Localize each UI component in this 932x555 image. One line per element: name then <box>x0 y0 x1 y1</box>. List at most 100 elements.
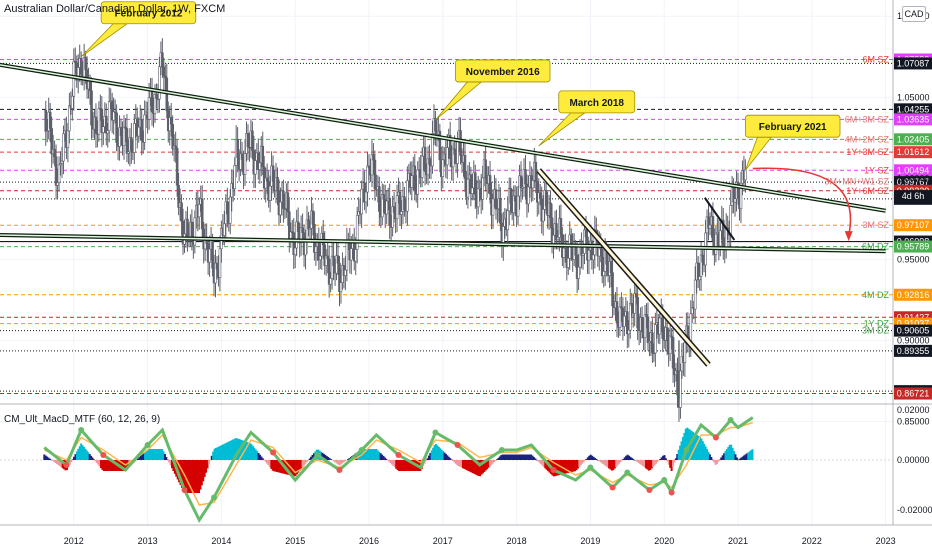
macd-hist-bar <box>487 460 490 468</box>
macd-hist-bar <box>77 448 80 460</box>
macd-hist-bar <box>662 455 665 460</box>
macd-hist-bar <box>278 460 281 473</box>
macd-hist-bar <box>291 460 294 476</box>
macd-hist-bar <box>338 460 341 466</box>
macd-cross-dot <box>661 477 668 483</box>
countdown-label: 4d 6h <box>902 191 925 201</box>
price-box <box>894 164 932 177</box>
macd-hist-bar <box>630 457 633 460</box>
price-candle-body <box>226 201 229 215</box>
macd-hist-bar <box>185 460 188 493</box>
macd-hist-bar <box>92 459 95 460</box>
price-candle-body <box>701 254 704 263</box>
price-candle-body <box>481 177 484 200</box>
price-candle-body <box>311 210 315 225</box>
macd-hist-bar <box>601 460 604 464</box>
macd-hist-bar <box>100 460 103 469</box>
macd-hist-bar <box>588 455 591 460</box>
macd-hist-bar <box>73 456 76 460</box>
macd-hist-bar <box>98 460 101 467</box>
price-candle-body <box>137 126 141 137</box>
macd-hist-bar <box>280 460 283 474</box>
price-candle-body <box>739 182 743 209</box>
macd-hist-bar <box>473 460 476 474</box>
macd-hist-bar <box>81 445 84 460</box>
macd-hist-bar <box>643 460 646 468</box>
price-candle-body <box>403 196 406 211</box>
currency-badge[interactable]: CAD <box>902 6 926 22</box>
price-candle-body <box>527 186 530 205</box>
price-candle-body <box>434 118 437 132</box>
macd-hist-bar <box>464 460 467 470</box>
level-label: 6M SZ <box>862 54 889 64</box>
y-tick-label: 1.05000 <box>897 92 930 102</box>
price-candle-body <box>453 148 456 155</box>
macd-hist-bar <box>562 460 565 474</box>
projection-arrowhead <box>844 231 853 242</box>
macd-hist-bar <box>534 458 537 460</box>
macd-hist-bar <box>398 460 401 471</box>
macd-hist-bar <box>723 453 726 460</box>
extra-level-label: 3M+MN+W1 SZ <box>824 177 889 187</box>
macd-hist-bar <box>196 460 199 493</box>
macd-hist-bar <box>95 460 98 463</box>
callout-label: February 2012 <box>115 9 183 20</box>
macd-hist-bar <box>149 449 152 460</box>
price-candle-body <box>494 189 498 210</box>
macd-hist-bar <box>409 460 412 471</box>
macd-hist-bar <box>477 460 480 476</box>
macd-hist-bar <box>253 447 256 460</box>
macd-hist-bar <box>440 449 443 460</box>
macd-hist-bar <box>385 458 388 460</box>
macd-hist-bar <box>646 460 649 470</box>
macd-hist-bar <box>295 460 298 475</box>
macd-hist-bar <box>305 460 308 463</box>
macd-hist-bar <box>190 460 193 493</box>
price-box-label: 1.07087 <box>897 58 930 68</box>
level-label: 6M DZ <box>862 242 890 252</box>
macd-hist-bar <box>750 450 753 460</box>
macd-hist-bar <box>50 459 53 461</box>
price-box <box>894 240 932 253</box>
macd-hist-bar <box>364 449 367 460</box>
macd-cross-dot <box>100 452 107 458</box>
macd-hist-bar <box>219 445 222 460</box>
price-candle-body <box>541 209 545 222</box>
macd-hist-bar <box>405 460 408 471</box>
macd-hist-bar <box>564 460 567 474</box>
macd-hist-bar <box>256 451 259 460</box>
price-candle-body <box>615 301 619 324</box>
macd-hist-bar <box>427 455 430 460</box>
macd-hist-bar <box>310 456 313 460</box>
macd-hist-bar <box>586 457 589 460</box>
macd-hist-bar <box>660 457 663 460</box>
macd-hist-bar <box>139 455 142 460</box>
macd-hist-bar <box>54 460 57 463</box>
macd-hist-bar <box>111 460 114 471</box>
macd-hist-bar <box>329 459 332 460</box>
x-tick-label: 2016 <box>359 536 379 546</box>
level-label: 3M SZ <box>862 220 889 230</box>
macd-hist-bar <box>456 460 459 466</box>
macd-hist-bar <box>376 450 379 460</box>
macd-hist-bar <box>640 460 643 466</box>
price-candle-body <box>243 153 247 175</box>
macd-line <box>43 416 754 524</box>
macd-hist-bar <box>257 453 260 460</box>
price-candle-body <box>155 94 158 99</box>
macd-hist-bar <box>450 459 453 461</box>
macd-hist-bar <box>200 460 203 486</box>
price-candle-body <box>175 147 179 186</box>
macd-hist-bar <box>453 460 456 463</box>
price-candle-body <box>88 80 92 92</box>
price-candle-body <box>645 314 648 318</box>
macd-y-tick-label: 0.02000 <box>897 405 930 415</box>
price-candle-body <box>524 169 527 185</box>
macd-hist-bar <box>444 453 447 460</box>
macd-hist-bar <box>339 460 342 465</box>
macd-hist-bar <box>61 460 64 469</box>
callout-pointer <box>80 23 129 58</box>
macd-hist-bar <box>356 451 359 460</box>
price-candle-body <box>122 126 126 146</box>
